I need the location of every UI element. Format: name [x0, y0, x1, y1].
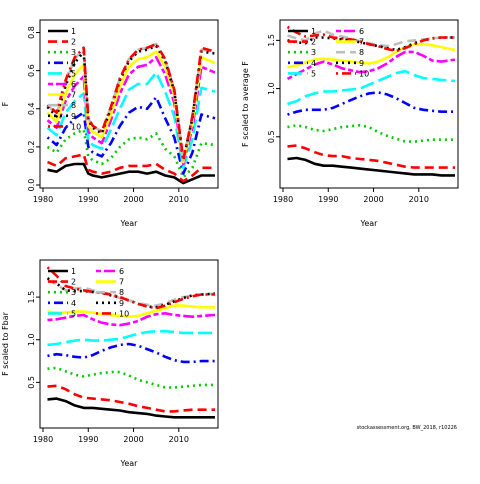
legend-label-7: 7: [119, 278, 124, 287]
series-line-8: [46, 278, 216, 307]
x-axis-label: Year: [120, 459, 139, 468]
legend: 1 23 45 6 78 910: [288, 27, 369, 78]
x-tick-label: 1980: [33, 195, 53, 204]
x-tick-label: 1990: [318, 195, 338, 204]
legend-label-1: 1: [71, 267, 76, 276]
series-line-3: [46, 128, 216, 179]
legend-label-10: 10: [359, 69, 369, 78]
legend-label-6: 6: [71, 80, 76, 89]
legend-label-9: 9: [359, 59, 364, 68]
legend-label-4: 4: [311, 59, 316, 68]
credit-text: stockassessment.org, BW_2018, r10226: [357, 425, 457, 431]
legend-label-7: 7: [71, 91, 76, 100]
y-tick-label: 0.6: [27, 64, 36, 77]
series-line-2: [287, 144, 455, 169]
legend-label-10: 10: [119, 309, 129, 318]
x-tick-label: 1980: [273, 195, 293, 204]
legend-label-5: 5: [311, 69, 316, 78]
series-line-9: [46, 277, 216, 309]
legend-label-6: 6: [359, 27, 364, 36]
y-tick-label: 0.4: [27, 102, 36, 115]
series-line-4: [46, 96, 216, 175]
x-tick-label: 2010: [169, 435, 189, 444]
series-line-3: [47, 366, 215, 389]
legend-label-5: 5: [71, 309, 76, 318]
x-tick-label: 2000: [363, 195, 383, 204]
legend-label-1: 1: [311, 27, 316, 36]
legend-label-2: 2: [71, 38, 76, 47]
x-axis-label: Year: [120, 219, 139, 228]
legend-label-2: 2: [71, 278, 76, 287]
series-line-6: [47, 311, 216, 327]
series-line-1: [47, 397, 215, 419]
series-line-2: [46, 153, 215, 183]
y-axis-label: F scaled to Fbar: [1, 311, 10, 376]
y-tick-label: 0.5: [27, 376, 36, 389]
legend-label-2: 2: [311, 38, 316, 47]
series-line-6: [46, 55, 216, 166]
y-axis-label: F scaled to average F: [241, 61, 250, 147]
series-line-4: [287, 91, 455, 116]
legend-label-3: 3: [71, 288, 76, 297]
y-tick-label: 1.0: [27, 333, 36, 346]
y-tick-label: 0.0: [27, 179, 36, 192]
series-line-4: [47, 342, 215, 364]
x-tick-label: 2000: [123, 435, 143, 444]
series-line-10: [286, 25, 455, 53]
series-line-7: [287, 42, 456, 69]
legend-label-8: 8: [119, 288, 124, 297]
series-line-5: [47, 329, 215, 347]
legend-label-1: 1: [71, 27, 76, 36]
x-tick-label: 2010: [409, 195, 429, 204]
series-line-6: [286, 50, 456, 81]
y-tick-label: 1.5: [267, 34, 276, 47]
x-axis-label: Year: [360, 219, 379, 228]
series-line-2: [47, 384, 215, 413]
legend-label-10: 10: [71, 122, 81, 131]
plot-frame: [39, 259, 219, 429]
legend-label-5: 5: [71, 69, 76, 78]
x-tick-label: 1990: [78, 195, 98, 204]
legend-label-4: 4: [71, 299, 76, 308]
x-tick-label: 2000: [123, 195, 143, 204]
y-axis-label: F: [1, 101, 10, 106]
y-tick-label: 1.0: [267, 82, 276, 95]
legend-label-3: 3: [71, 48, 76, 57]
y-tick-label: 0.5: [267, 130, 276, 143]
legend-label-3: 3: [311, 48, 316, 57]
panel-f-scaled-average: 1980 1990 2000 2010 0.5 1.0 1.5 Year F scaled to…: [241, 19, 459, 228]
series-line-1: [47, 162, 215, 185]
plot-frame: [39, 19, 219, 189]
legend-label-8: 8: [71, 101, 76, 110]
x-tick-label: 1980: [33, 435, 53, 444]
legend-label-7: 7: [359, 38, 364, 47]
y-tick-label: 0.8: [27, 26, 36, 39]
legend-label-9: 9: [71, 112, 76, 121]
legend-label-8: 8: [359, 48, 364, 57]
series-line-3: [287, 123, 455, 143]
panel-f: 1980 1990 2000 2010 0.0 0.2 0.4 0.6 0.8 Year F 1 23 4…: [1, 19, 219, 228]
legend-label-4: 4: [71, 59, 76, 68]
legend: 1 23 45 6 78 910: [48, 267, 129, 318]
series-line-7: [47, 304, 215, 319]
x-tick-label: 2010: [169, 195, 189, 204]
y-tick-label: 0.2: [27, 141, 36, 154]
legend-label-6: 6: [119, 267, 124, 276]
plot-frame: [279, 19, 459, 189]
series-line-10: [46, 42, 216, 162]
legend: 1 23 45 6 78 910: [48, 27, 81, 131]
y-tick-label: 1.5: [27, 291, 36, 304]
series-line-5: [287, 69, 456, 106]
x-tick-label: 1990: [78, 435, 98, 444]
legend-label-9: 9: [119, 299, 124, 308]
panel-f-scaled-fbar: 1980 1990 2000 2010 0.5 1.0 1.5 Year F scaled to…: [1, 259, 219, 468]
series-line-1: [287, 156, 455, 177]
series-line-9: [46, 44, 216, 162]
